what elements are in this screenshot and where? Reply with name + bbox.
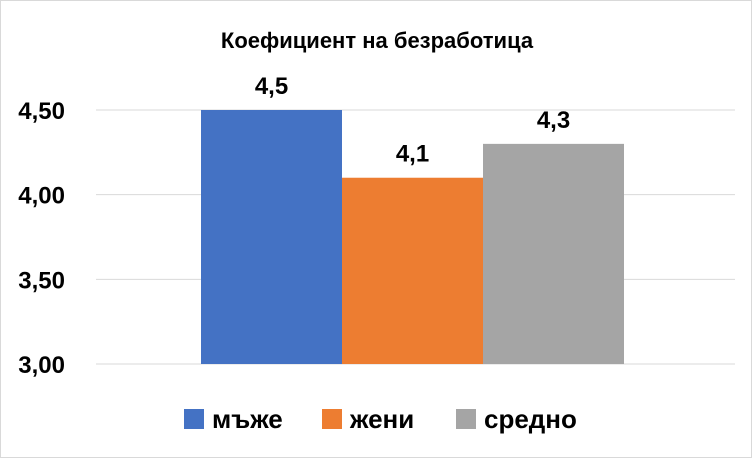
- chart-title: Коефициент на безработица: [221, 28, 534, 53]
- legend-swatch: [322, 409, 342, 429]
- data-label: 4,3: [537, 107, 570, 134]
- data-label: 4,1: [396, 141, 429, 168]
- y-tick-label: 4,50: [18, 98, 65, 125]
- bars: [201, 110, 624, 364]
- legend-swatch: [184, 409, 204, 429]
- data-label: 4,5: [255, 73, 288, 100]
- legend-label: мъже: [212, 404, 283, 434]
- bar-1: [201, 110, 342, 364]
- legend-label: жени: [349, 404, 414, 434]
- y-tick-label: 3,50: [18, 267, 65, 294]
- legend-swatch: [456, 409, 476, 429]
- y-tick-label: 3,00: [18, 352, 65, 379]
- legend: мъже жени средно: [184, 404, 577, 434]
- y-tick-label: 4,00: [18, 183, 65, 210]
- y-axis-tick-labels: 3,00 3,50 4,00 4,50: [18, 98, 65, 379]
- bar-2: [342, 177, 483, 364]
- legend-label: средно: [484, 404, 577, 434]
- data-labels: 4,5 4,1 4,3: [255, 73, 570, 168]
- bar-3: [483, 143, 624, 364]
